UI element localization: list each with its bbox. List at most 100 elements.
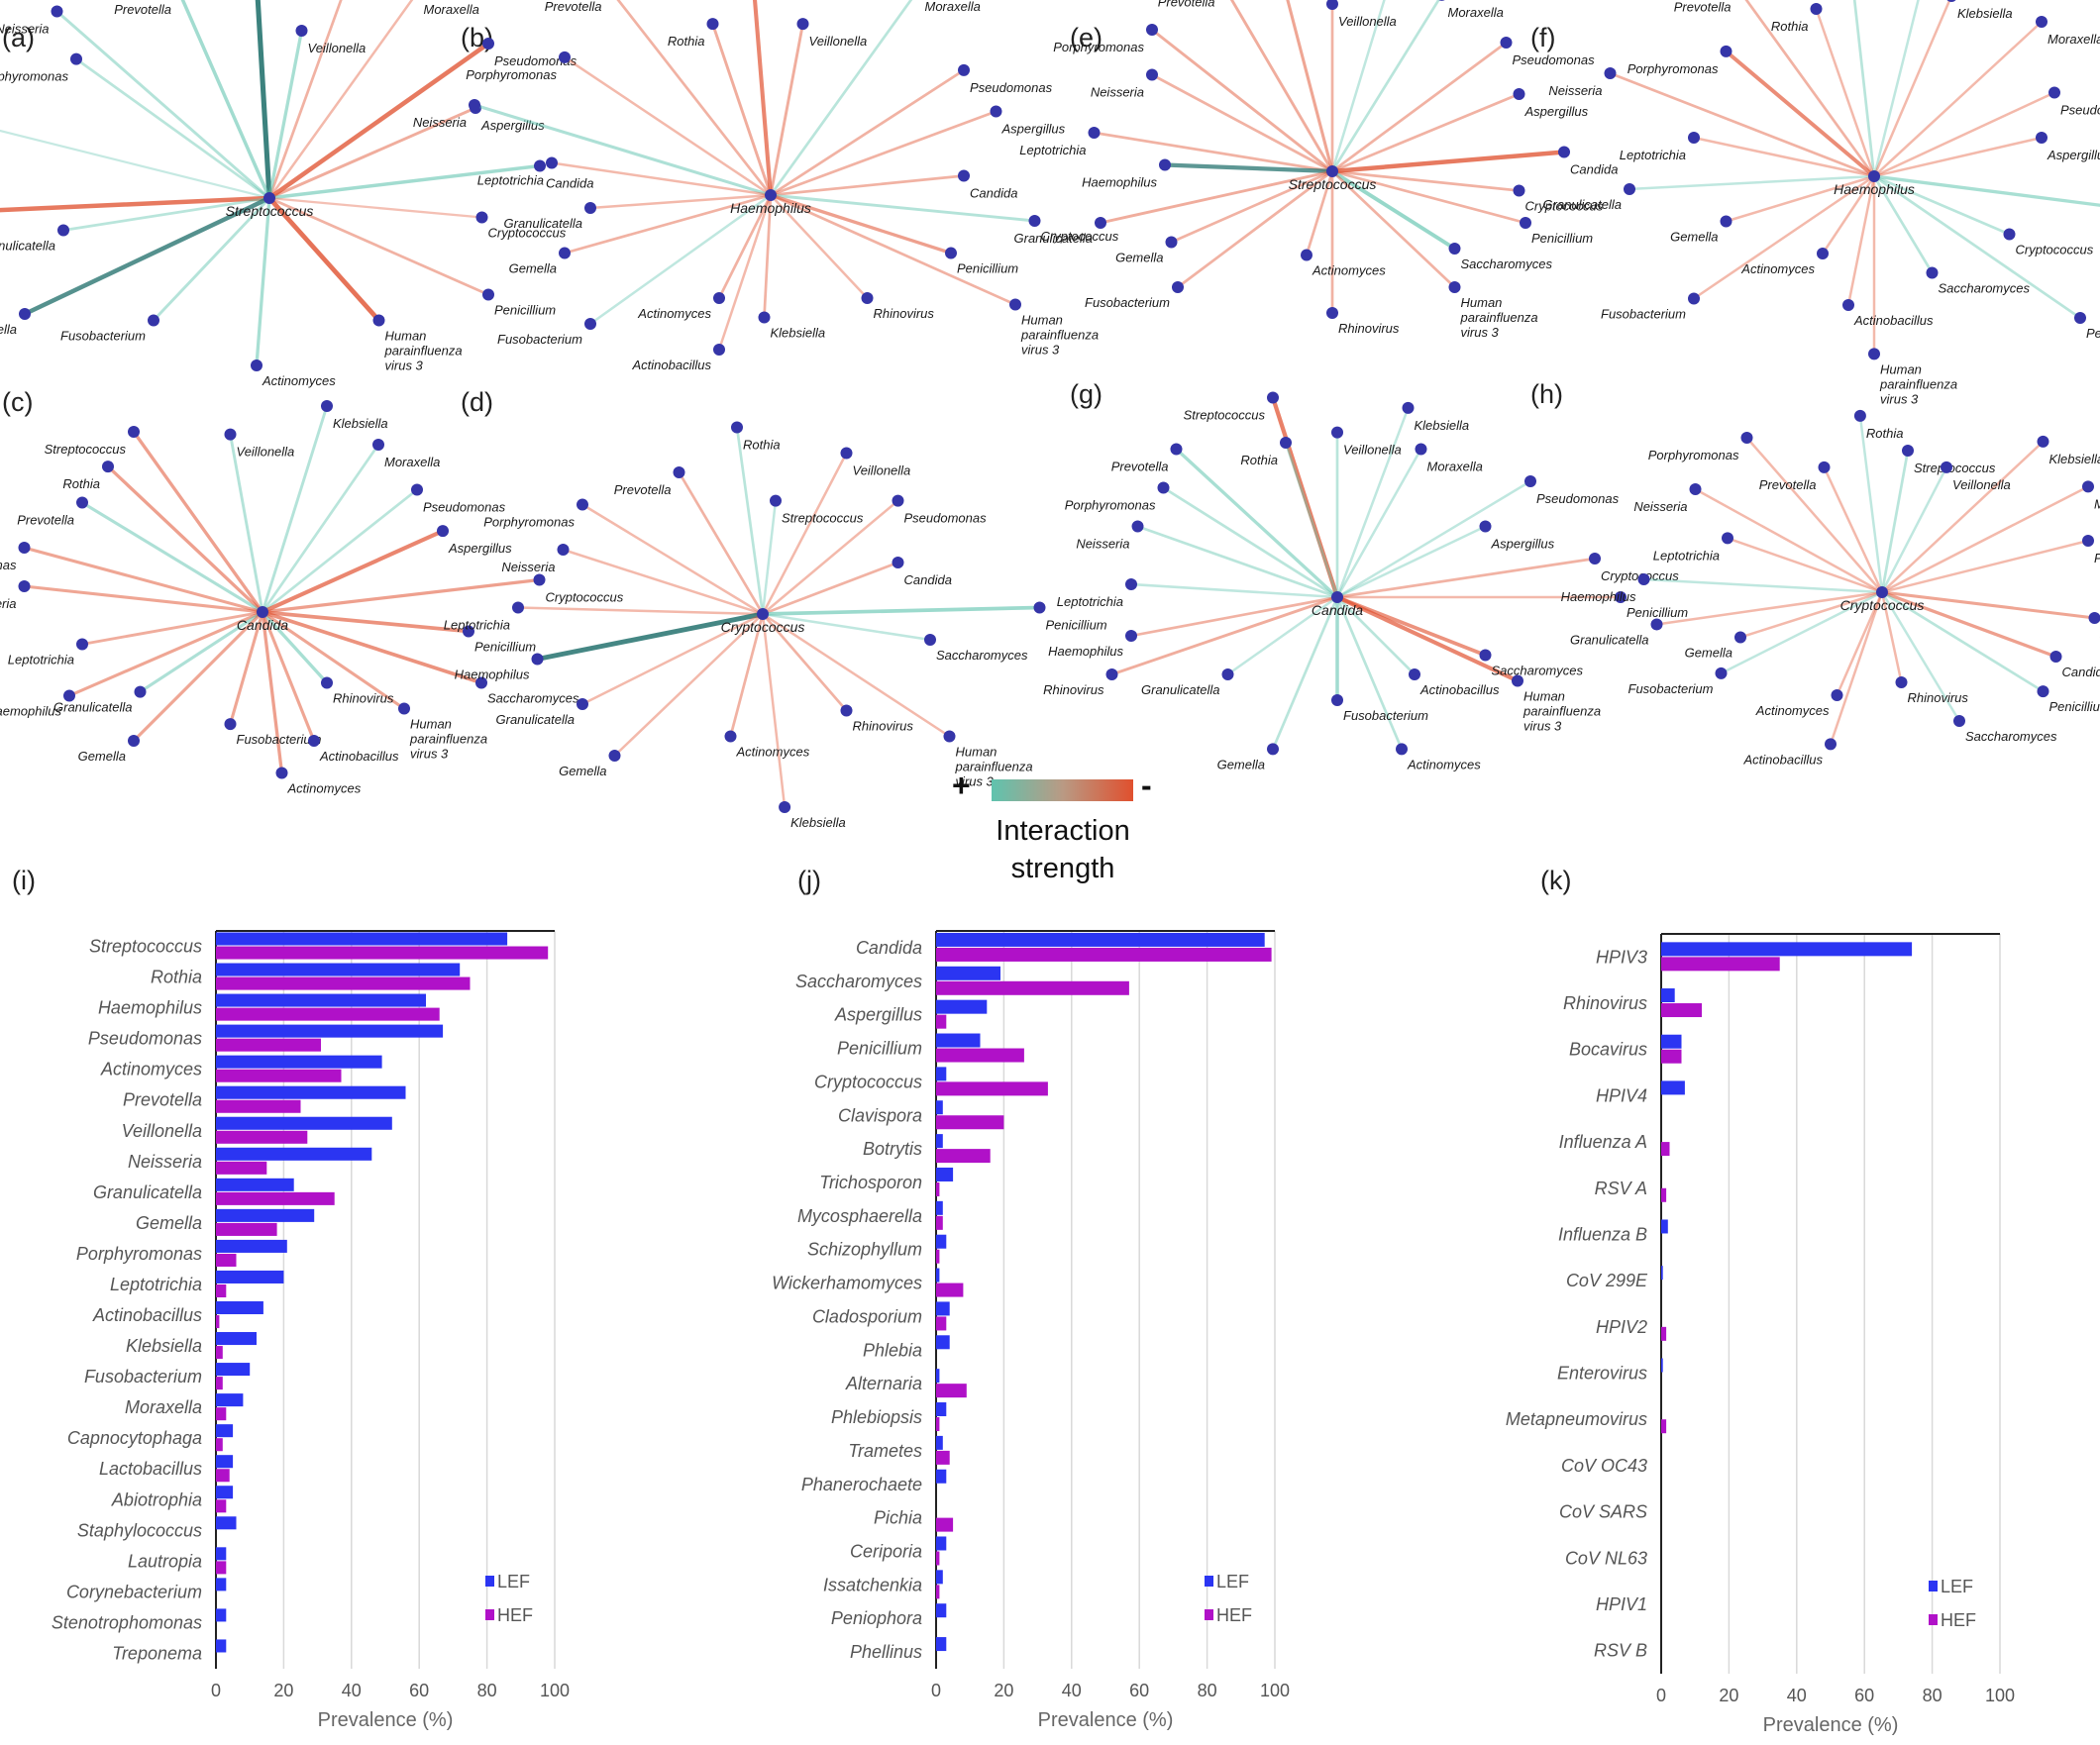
node-haemophilus xyxy=(63,689,75,702)
edge-streptococcus-haemophilus xyxy=(1162,162,1335,174)
node-label-streptococcus: Streptococcus xyxy=(45,442,127,457)
bar-hef xyxy=(216,1346,223,1360)
edge-streptococcus-human-parainfluenza-virus-3 xyxy=(1330,169,1456,289)
node-penicillium xyxy=(2074,312,2086,324)
node-rothia xyxy=(102,461,114,473)
bar-hef xyxy=(216,1283,227,1298)
edge-haemophilus-pseudomonas xyxy=(1872,91,2056,178)
category-label: Influenza A xyxy=(1559,1132,1647,1152)
edges xyxy=(0,0,542,367)
edges xyxy=(1110,395,1623,751)
node-penicillium xyxy=(1520,217,1531,229)
edge-haemophilus-fusobacterium xyxy=(1692,174,1876,300)
node-label-haemophilus: Haemophilus xyxy=(1082,175,1157,190)
node-label-actinobacillus: Actinobacillus xyxy=(1743,752,1824,767)
node-label-porphyromonas: Porphyromonas xyxy=(1053,40,1144,54)
bar-hef xyxy=(216,1407,227,1421)
node-rothia xyxy=(706,18,719,31)
node-granulicatella xyxy=(1095,217,1106,229)
bar-lef xyxy=(216,993,426,1007)
edge-haemophilus-streptococcus xyxy=(1852,0,1876,178)
edge-cryptococcus-penicillium xyxy=(761,605,1042,616)
category-label: Mycosphaerella xyxy=(797,1206,922,1226)
category-label: Trametes xyxy=(848,1441,922,1461)
panel-label-h: (h) xyxy=(1530,379,1563,409)
node-neisseria xyxy=(1146,68,1158,81)
edge-candida-saccharomyces xyxy=(261,610,483,685)
edge-haemophilus-aspergillus xyxy=(1872,136,2044,178)
node-label-granulicatella: Granulicatella xyxy=(1014,231,1094,246)
bar-hef xyxy=(216,1438,223,1452)
bar-lef xyxy=(1661,988,1675,1003)
nodes: StreptococcusVeillonellaPrevotellaKlebsi… xyxy=(1543,0,2100,406)
bar-hef xyxy=(936,1048,1024,1063)
edge-streptococcus-fusobacterium xyxy=(1176,169,1334,289)
node-label-granulicatella: Granulicatella xyxy=(1141,682,1220,697)
x-axis-title: Prevalence (%) xyxy=(318,1709,454,1731)
legend-swatch-hef xyxy=(1205,1609,1213,1620)
edge-cryptococcus-gemella xyxy=(1738,590,1884,639)
category-label: Phlebiopsis xyxy=(831,1407,922,1427)
bar-hef xyxy=(936,980,1129,995)
edge-cryptococcus-leptotrichia xyxy=(1726,537,1884,594)
node-label-veillonella: Veillonella xyxy=(1952,477,2011,492)
node-label-granulicatella: Granulicatella xyxy=(1543,197,1623,212)
node-label-neisseria: Neisseria xyxy=(0,22,50,37)
node-label-pseudomonas: Pseudomonas xyxy=(904,511,988,526)
edge-candida-moraxella xyxy=(1335,448,1422,599)
edge-candida-rhinovirus xyxy=(1110,595,1339,676)
edge-streptococcus-aspergillus xyxy=(267,106,477,200)
edge-streptococcus-cryptococcus xyxy=(267,196,483,219)
bar-hef xyxy=(936,1181,940,1196)
node-pseudomonas xyxy=(2082,535,2094,547)
node-actinomyces xyxy=(1301,249,1312,261)
edge-cryptococcus-candida xyxy=(1880,590,2058,659)
edge-cryptococcus-pseudomonas xyxy=(1880,539,2090,594)
edge-haemophilus-fusobacterium xyxy=(588,193,773,326)
bar-lef xyxy=(216,1516,237,1530)
x-tick-label: 60 xyxy=(1854,1686,1874,1705)
edge-haemophilus-neisseria xyxy=(1609,71,1876,178)
bar-hef xyxy=(936,1014,947,1029)
category-label: Stenotrophomonas xyxy=(52,1612,202,1632)
node-penicillium xyxy=(945,247,957,259)
category-label: CoV NL63 xyxy=(1565,1548,1647,1568)
node-label-candida: Candida xyxy=(1570,162,1618,177)
node-aspergillus xyxy=(2036,132,2048,144)
node-label-haemophilus: Haemophilus xyxy=(455,667,530,682)
node-label-gemella: Gemella xyxy=(78,749,126,764)
bar-lef xyxy=(216,1455,234,1469)
node-pseudomonas xyxy=(958,63,970,76)
edge-streptococcus-klebsiella xyxy=(1330,0,1386,173)
bar-hef xyxy=(216,1315,220,1329)
node-pseudomonas xyxy=(1500,37,1513,49)
bar-hef xyxy=(216,976,471,990)
bar-hef xyxy=(936,1249,940,1264)
node-label-veillonella: Veillonella xyxy=(853,463,911,478)
node-label-prevotella: Prevotella xyxy=(1759,477,1817,492)
bar-lef xyxy=(1661,1080,1685,1095)
edge-cryptococcus-prevotella xyxy=(678,470,765,616)
node-label-fusobacterium: Fusobacterium xyxy=(60,329,146,344)
node-aspergillus xyxy=(1479,520,1492,533)
bar-hef xyxy=(936,1081,1048,1096)
edge-candida-neisseria xyxy=(22,584,264,614)
node-label-fusobacterium: Fusobacterium xyxy=(1343,708,1428,723)
edge-cryptococcus-rhinovirus xyxy=(1880,590,1903,684)
bar-hef xyxy=(216,1161,267,1175)
edge-streptococcus-veillonella xyxy=(267,29,304,200)
node-aspergillus xyxy=(1513,88,1525,100)
node-label-human-parainfluenza-virus-3: Human parainfluenza virus 3 xyxy=(1020,313,1099,358)
category-label: Porphyromonas xyxy=(76,1244,202,1264)
panel-label-j: (j) xyxy=(797,866,821,895)
node-cryptococcus xyxy=(1513,184,1525,197)
node-porphyromonas xyxy=(1740,432,1753,444)
edge-streptococcus-porphyromonas xyxy=(1150,28,1334,173)
node-label-klebsiella: Klebsiella xyxy=(790,815,846,830)
node-porphyromonas xyxy=(1157,481,1170,494)
bar-lef xyxy=(936,999,988,1014)
bar-hef xyxy=(216,1099,301,1113)
node-label-leptotrichia: Leptotrichia xyxy=(444,618,510,633)
legend: LEF HEF xyxy=(485,1572,533,1625)
category-label: Botrytis xyxy=(863,1139,922,1159)
